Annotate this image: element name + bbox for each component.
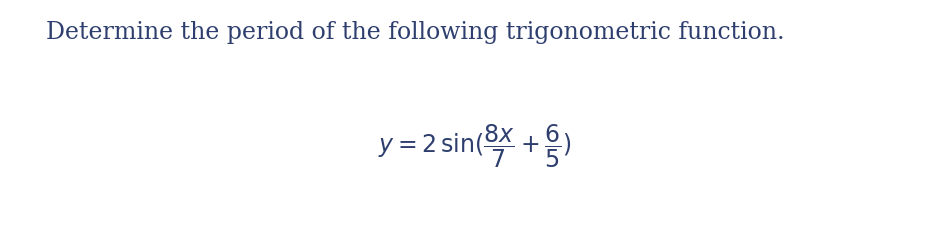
Text: $y = 2\,\mathrm{sin}(\dfrac{8x}{7} + \dfrac{6}{5})$: $y = 2\,\mathrm{sin}(\dfrac{8x}{7} + \df… <box>378 123 571 170</box>
Text: Determine the period of the following trigonometric function.: Determine the period of the following tr… <box>47 21 785 44</box>
